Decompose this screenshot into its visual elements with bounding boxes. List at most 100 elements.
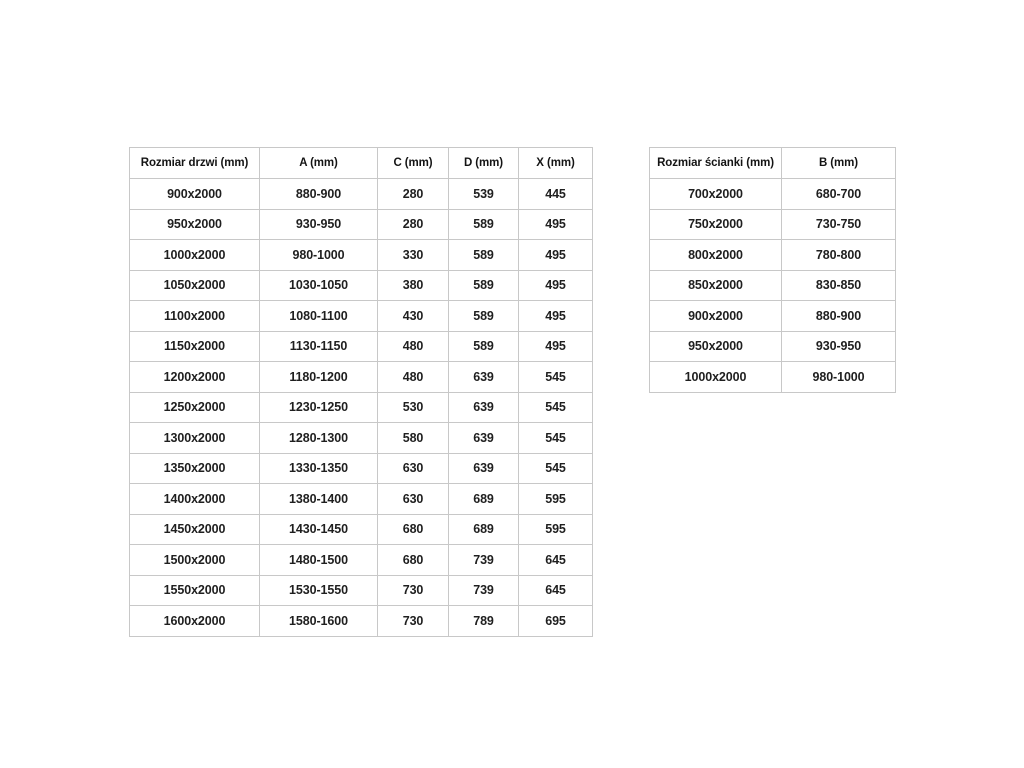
cell-a: 880-900 bbox=[259, 178, 378, 210]
cell-c: 680 bbox=[377, 544, 449, 576]
table-row: 950x2000 930-950 280 589 495 bbox=[129, 208, 593, 240]
table-row: 1000x2000 980-1000 330 589 495 bbox=[129, 239, 593, 271]
cell-c: 580 bbox=[377, 422, 449, 454]
cell-a: 1430-1450 bbox=[259, 513, 378, 545]
wall-sizes-table-body: 700x2000 680-700 750x2000 730-750 800x20… bbox=[649, 178, 896, 393]
cell-door-size: 1450x2000 bbox=[129, 513, 260, 545]
cell-c: 480 bbox=[377, 330, 449, 362]
cell-x: 545 bbox=[518, 391, 593, 423]
cell-x: 495 bbox=[518, 208, 593, 240]
cell-a: 1080-1100 bbox=[259, 300, 378, 332]
table-row: 850x2000 830-850 bbox=[649, 269, 896, 301]
door-sizes-table-body: 900x2000 880-900 280 539 445 950x2000 93… bbox=[129, 178, 593, 637]
cell-d: 739 bbox=[448, 574, 519, 606]
cell-d: 639 bbox=[448, 391, 519, 423]
cell-b: 930-950 bbox=[781, 330, 896, 362]
cell-wall-size: 850x2000 bbox=[649, 269, 782, 301]
table-row: 1500x2000 1480-1500 680 739 645 bbox=[129, 544, 593, 576]
cell-wall-size: 1000x2000 bbox=[649, 361, 782, 393]
cell-x: 595 bbox=[518, 483, 593, 515]
cell-a: 1580-1600 bbox=[259, 605, 378, 637]
cell-x: 645 bbox=[518, 544, 593, 576]
cell-d: 639 bbox=[448, 422, 519, 454]
cell-a: 1180-1200 bbox=[259, 361, 378, 393]
table-row: 1400x2000 1380-1400 630 689 595 bbox=[129, 483, 593, 515]
cell-door-size: 900x2000 bbox=[129, 178, 260, 210]
cell-door-size: 1300x2000 bbox=[129, 422, 260, 454]
cell-c: 730 bbox=[377, 574, 449, 606]
cell-d: 689 bbox=[448, 513, 519, 545]
cell-x: 445 bbox=[518, 178, 593, 210]
cell-b: 830-850 bbox=[781, 269, 896, 301]
cell-x: 495 bbox=[518, 300, 593, 332]
cell-c: 730 bbox=[377, 605, 449, 637]
cell-x: 545 bbox=[518, 422, 593, 454]
cell-a: 1530-1550 bbox=[259, 574, 378, 606]
table-row: 900x2000 880-900 bbox=[649, 300, 896, 332]
cell-d: 589 bbox=[448, 239, 519, 271]
cell-wall-size: 750x2000 bbox=[649, 208, 782, 240]
table-row: 700x2000 680-700 bbox=[649, 178, 896, 210]
table-row: 1050x2000 1030-1050 380 589 495 bbox=[129, 269, 593, 301]
table-row: 1000x2000 980-1000 bbox=[649, 361, 896, 393]
table-row: 1550x2000 1530-1550 730 739 645 bbox=[129, 574, 593, 606]
table-row: 800x2000 780-800 bbox=[649, 239, 896, 271]
cell-a: 1280-1300 bbox=[259, 422, 378, 454]
table-row: 1350x2000 1330-1350 630 639 545 bbox=[129, 452, 593, 484]
cell-door-size: 1250x2000 bbox=[129, 391, 260, 423]
cell-x: 595 bbox=[518, 513, 593, 545]
cell-door-size: 1400x2000 bbox=[129, 483, 260, 515]
cell-a: 980-1000 bbox=[259, 239, 378, 271]
cell-door-size: 1600x2000 bbox=[129, 605, 260, 637]
cell-x: 645 bbox=[518, 574, 593, 606]
cell-b: 880-900 bbox=[781, 300, 896, 332]
cell-a: 1030-1050 bbox=[259, 269, 378, 301]
cell-d: 689 bbox=[448, 483, 519, 515]
door-sizes-table-head: Rozmiar drzwi (mm) A (mm) C (mm) D (mm) … bbox=[129, 147, 593, 179]
cell-door-size: 1150x2000 bbox=[129, 330, 260, 362]
table-row: 1150x2000 1130-1150 480 589 495 bbox=[129, 330, 593, 362]
wall-sizes-table: Rozmiar ścianki (mm) B (mm) 700x2000 680… bbox=[649, 147, 896, 393]
cell-c: 630 bbox=[377, 483, 449, 515]
cell-x: 695 bbox=[518, 605, 593, 637]
cell-c: 530 bbox=[377, 391, 449, 423]
column-header-door-size: Rozmiar drzwi (mm) bbox=[129, 147, 260, 179]
table-row: 1600x2000 1580-1600 730 789 695 bbox=[129, 605, 593, 637]
cell-b: 780-800 bbox=[781, 239, 896, 271]
cell-d: 539 bbox=[448, 178, 519, 210]
cell-c: 680 bbox=[377, 513, 449, 545]
cell-d: 639 bbox=[448, 361, 519, 393]
door-sizes-table: Rozmiar drzwi (mm) A (mm) C (mm) D (mm) … bbox=[129, 147, 593, 637]
cell-c: 480 bbox=[377, 361, 449, 393]
cell-wall-size: 900x2000 bbox=[649, 300, 782, 332]
cell-a: 930-950 bbox=[259, 208, 378, 240]
cell-x: 545 bbox=[518, 361, 593, 393]
cell-c: 280 bbox=[377, 178, 449, 210]
column-header-wall-size: Rozmiar ścianki (mm) bbox=[649, 147, 782, 179]
cell-c: 630 bbox=[377, 452, 449, 484]
column-header-d: D (mm) bbox=[448, 147, 519, 179]
cell-d: 589 bbox=[448, 269, 519, 301]
column-header-a: A (mm) bbox=[259, 147, 378, 179]
cell-c: 380 bbox=[377, 269, 449, 301]
table-header-row: Rozmiar drzwi (mm) A (mm) C (mm) D (mm) … bbox=[129, 147, 593, 179]
cell-c: 330 bbox=[377, 239, 449, 271]
cell-d: 589 bbox=[448, 208, 519, 240]
table-row: 950x2000 930-950 bbox=[649, 330, 896, 362]
table-row: 1100x2000 1080-1100 430 589 495 bbox=[129, 300, 593, 332]
table-row: 750x2000 730-750 bbox=[649, 208, 896, 240]
cell-a: 1230-1250 bbox=[259, 391, 378, 423]
cell-d: 589 bbox=[448, 330, 519, 362]
cell-x: 495 bbox=[518, 330, 593, 362]
cell-x: 495 bbox=[518, 269, 593, 301]
cell-a: 1380-1400 bbox=[259, 483, 378, 515]
cell-door-size: 1050x2000 bbox=[129, 269, 260, 301]
cell-wall-size: 800x2000 bbox=[649, 239, 782, 271]
cell-d: 639 bbox=[448, 452, 519, 484]
cell-a: 1480-1500 bbox=[259, 544, 378, 576]
cell-wall-size: 700x2000 bbox=[649, 178, 782, 210]
column-header-c: C (mm) bbox=[377, 147, 449, 179]
wall-sizes-table-head: Rozmiar ścianki (mm) B (mm) bbox=[649, 147, 896, 179]
table-row: 1200x2000 1180-1200 480 639 545 bbox=[129, 361, 593, 393]
column-header-b: B (mm) bbox=[781, 147, 896, 179]
